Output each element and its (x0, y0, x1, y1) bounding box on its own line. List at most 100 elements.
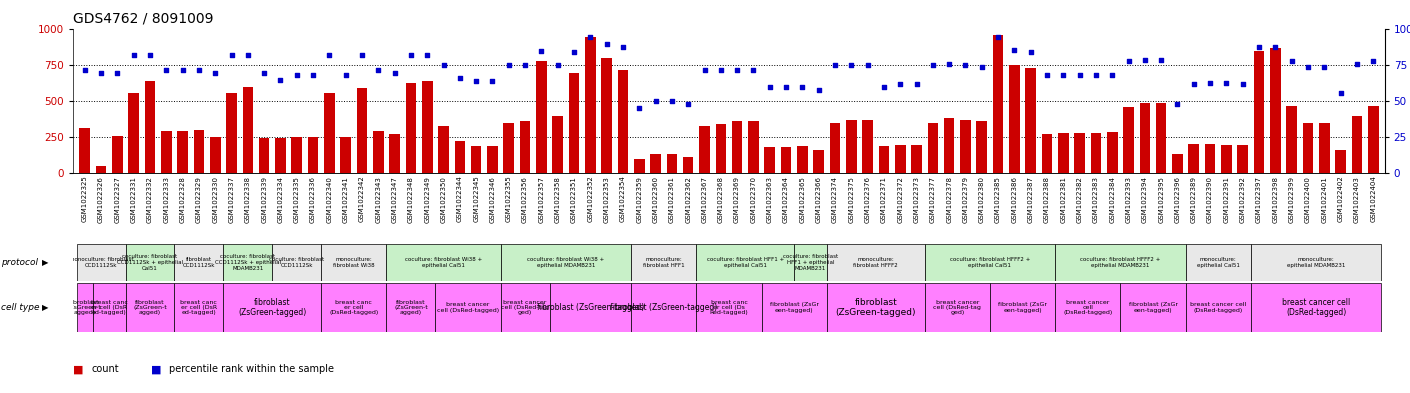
Point (399, 52, 422, 59)
Point (726, 66, 749, 73)
Point (285, 72, 307, 79)
Bar (406, 83, 416, 173)
Point (563, 49, 585, 55)
Bar (259, 138, 269, 173)
Text: breast canc
er cell
(DsRed-tagged): breast canc er cell (DsRed-tagged) (329, 299, 378, 316)
Point (433, 62, 455, 68)
Bar (632, 283, 697, 332)
Bar (1156, 103, 1166, 173)
Bar (125, 283, 175, 332)
Point (172, 66, 195, 73)
Text: monoculture:
epithelial Cal51: monoculture: epithelial Cal51 (1197, 257, 1239, 268)
Bar (826, 283, 925, 332)
Point (252, 69, 275, 75)
Point (627, 105, 650, 112)
Text: fibroblast (ZsGr
een-tagged): fibroblast (ZsGr een-tagged) (998, 302, 1048, 313)
Bar (1042, 134, 1052, 173)
Point (1313, 64, 1335, 70)
Text: fibroblast (ZsGreen-tagged): fibroblast (ZsGreen-tagged) (611, 303, 718, 312)
Bar (1055, 244, 1186, 281)
Bar (1091, 133, 1101, 173)
Bar (1204, 144, 1215, 173)
Bar (125, 244, 175, 281)
Point (384, 69, 406, 75)
Point (580, 33, 602, 40)
Point (1151, 57, 1173, 63)
Bar (732, 121, 743, 173)
Bar (503, 123, 515, 173)
Point (302, 72, 324, 79)
Bar (1251, 283, 1382, 332)
Bar (1121, 283, 1186, 332)
Bar (436, 283, 501, 332)
Text: coculture: fibroblast HFFF2 +
epithelial MDAMB231: coculture: fibroblast HFFF2 + epithelial… (1080, 257, 1160, 268)
Bar (878, 146, 890, 173)
Text: breast cancer
cell (DsRed-tag
ged): breast cancer cell (DsRed-tag ged) (501, 299, 548, 316)
Bar (386, 283, 436, 332)
Point (612, 44, 634, 50)
Bar (1368, 105, 1379, 173)
Point (138, 52, 161, 59)
Point (1052, 72, 1074, 79)
Bar (601, 58, 612, 173)
Point (1134, 57, 1156, 63)
Point (204, 69, 227, 75)
Bar (422, 81, 433, 173)
Bar (520, 121, 530, 173)
Point (791, 84, 814, 90)
Point (319, 52, 341, 59)
Bar (321, 283, 386, 332)
Bar (111, 136, 123, 173)
Bar (272, 244, 321, 281)
Point (694, 66, 716, 73)
Bar (553, 116, 563, 173)
Bar (925, 283, 990, 332)
Bar (1139, 103, 1151, 173)
Bar (536, 61, 547, 173)
Bar (749, 121, 759, 173)
Bar (223, 244, 272, 281)
Point (1003, 46, 1025, 53)
Bar (761, 283, 826, 332)
Bar (292, 137, 302, 173)
Text: breast cancer cell
(DsRed-tagged): breast cancer cell (DsRed-tagged) (1282, 298, 1351, 317)
Bar (634, 158, 644, 173)
Point (1019, 49, 1042, 55)
Bar (193, 130, 204, 173)
Text: fibroblast
(ZsGreen-tagged): fibroblast (ZsGreen-tagged) (238, 298, 306, 317)
Bar (797, 146, 808, 173)
Point (856, 62, 878, 68)
Bar (993, 35, 1004, 173)
Bar (764, 147, 776, 173)
Text: ▶: ▶ (42, 258, 49, 267)
Bar (1303, 123, 1313, 173)
Bar (794, 244, 826, 281)
Point (1183, 81, 1206, 87)
Bar (1186, 283, 1251, 332)
Point (840, 62, 863, 68)
Text: ■: ■ (151, 364, 161, 375)
Point (905, 81, 928, 87)
Text: monoculture:
fibroblast Wi38: monoculture: fibroblast Wi38 (333, 257, 375, 268)
Text: fibroblast (ZsGr
een-tagged): fibroblast (ZsGr een-tagged) (770, 302, 819, 313)
Point (220, 52, 243, 59)
Bar (210, 137, 220, 173)
Bar (1318, 123, 1330, 173)
Bar (667, 154, 677, 173)
Point (106, 69, 128, 75)
Point (1362, 58, 1385, 64)
Text: fibroblast
CCD1112Sk: fibroblast CCD1112Sk (183, 257, 216, 268)
Point (1345, 61, 1368, 67)
Bar (1335, 150, 1347, 173)
Bar (960, 120, 970, 173)
Bar (501, 244, 632, 281)
Point (90, 69, 113, 75)
Bar (632, 244, 697, 281)
Text: GDS4762 / 8091009: GDS4762 / 8091009 (73, 12, 214, 26)
Bar (471, 146, 481, 173)
Point (547, 62, 570, 68)
Bar (243, 87, 254, 173)
Text: breast canc
er cell (Ds
Red-tagged): breast canc er cell (Ds Red-tagged) (709, 299, 749, 316)
Bar (307, 137, 319, 173)
Bar (275, 138, 286, 173)
